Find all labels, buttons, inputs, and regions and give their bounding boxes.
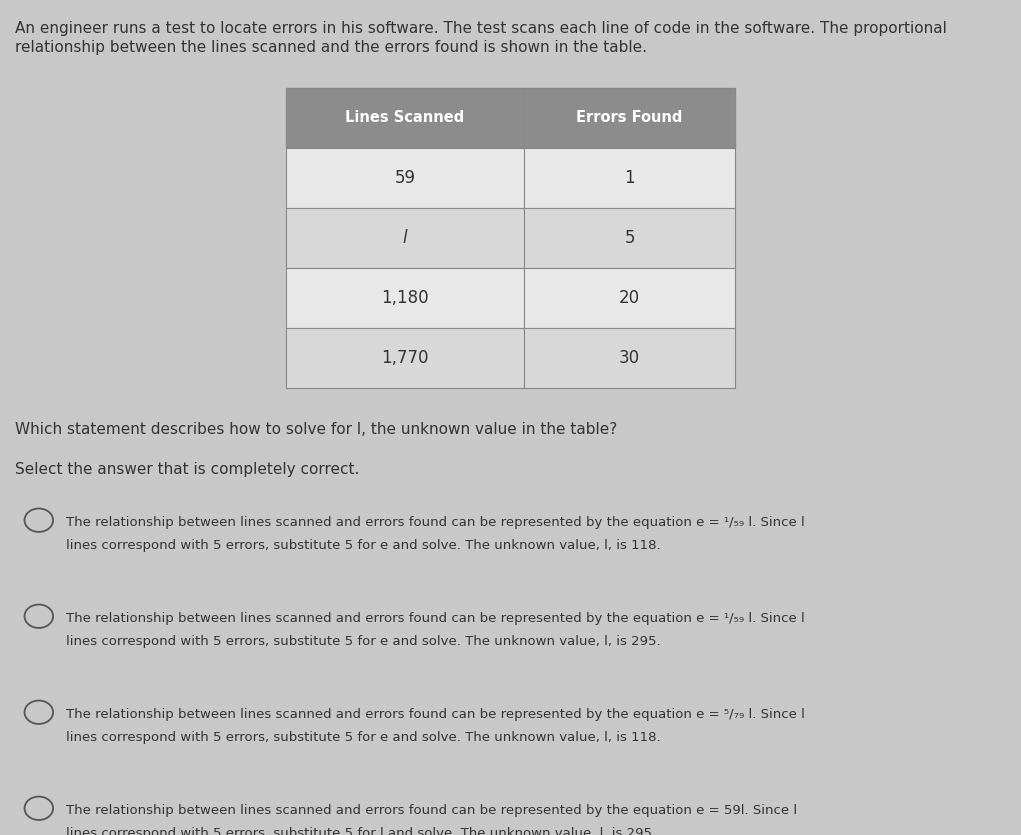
- Text: lines correspond with 5 errors, substitute 5 for e and solve. The unknown value,: lines correspond with 5 errors, substitu…: [66, 635, 661, 649]
- Bar: [524, 208, 735, 268]
- Text: The relationship between lines scanned and errors found can be represented by th: The relationship between lines scanned a…: [66, 804, 797, 817]
- Text: An engineer runs a test to locate errors in his software. The test scans each li: An engineer runs a test to locate errors…: [15, 21, 947, 36]
- Text: lines correspond with 5 errors, substitute 5 for e and solve. The unknown value,: lines correspond with 5 errors, substitu…: [66, 731, 661, 745]
- Bar: [286, 208, 524, 268]
- Bar: [524, 268, 735, 328]
- Text: Select the answer that is completely correct.: Select the answer that is completely cor…: [15, 462, 359, 477]
- Bar: [524, 148, 735, 208]
- Text: The relationship between lines scanned and errors found can be represented by th: The relationship between lines scanned a…: [66, 612, 806, 625]
- Bar: [286, 268, 524, 328]
- Bar: [286, 148, 524, 208]
- Text: 20: 20: [619, 289, 640, 307]
- Text: relationship between the lines scanned and the errors found is shown in the tabl: relationship between the lines scanned a…: [15, 40, 647, 55]
- Text: 30: 30: [619, 349, 640, 367]
- Text: 5: 5: [624, 229, 635, 247]
- Text: 1: 1: [624, 169, 635, 187]
- Text: l: l: [402, 229, 407, 247]
- Text: 59: 59: [394, 169, 416, 187]
- Bar: [286, 88, 524, 148]
- Bar: [524, 328, 735, 388]
- Text: The relationship between lines scanned and errors found can be represented by th: The relationship between lines scanned a…: [66, 708, 806, 721]
- Bar: [286, 328, 524, 388]
- Text: 1,180: 1,180: [381, 289, 429, 307]
- Text: lines correspond with 5 errors, substitute 5 for l and solve. The unknown value,: lines correspond with 5 errors, substitu…: [66, 827, 657, 835]
- Text: lines correspond with 5 errors, substitute 5 for e and solve. The unknown value,: lines correspond with 5 errors, substitu…: [66, 539, 661, 553]
- Bar: [524, 88, 735, 148]
- Text: Errors Found: Errors Found: [577, 110, 683, 125]
- Text: 1,770: 1,770: [381, 349, 429, 367]
- Text: The relationship between lines scanned and errors found can be represented by th: The relationship between lines scanned a…: [66, 516, 806, 529]
- Text: Which statement describes how to solve for l, the unknown value in the table?: Which statement describes how to solve f…: [15, 422, 618, 437]
- Text: Lines Scanned: Lines Scanned: [345, 110, 465, 125]
